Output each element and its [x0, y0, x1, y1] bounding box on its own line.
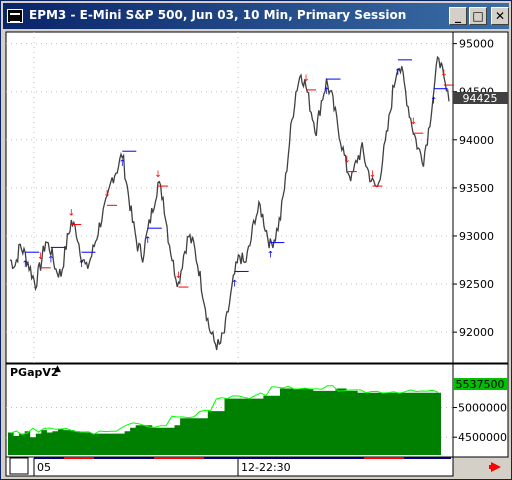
- indicator-axis-tick-label: 4500000: [458, 431, 507, 444]
- maximize-button[interactable]: □: [469, 7, 487, 25]
- buy-signal-arrow-icon: ↑: [394, 68, 402, 78]
- sell-signal-arrow-icon: ↓: [154, 170, 162, 180]
- price-axis-tick-label: 92000: [459, 326, 494, 339]
- price-axis-tick-label: 93500: [459, 182, 494, 195]
- window-title: EPM3 - E-Mini S&P 500, Jun 03, 10 Min, P…: [29, 8, 407, 22]
- sell-signal-arrow-icon: ↓: [175, 271, 183, 281]
- sell-signal-arrow-icon: ↓: [440, 69, 448, 79]
- title-bar[interactable]: EPM3 - E-Mini S&P 500, Jun 03, 10 Min, P…: [3, 3, 509, 29]
- close-button[interactable]: ✕: [491, 7, 509, 25]
- zoom-toggle-box[interactable]: [9, 457, 29, 475]
- buy-signal-arrow-icon: ↑: [231, 279, 239, 289]
- indicator-name: PGapV2: [10, 366, 59, 379]
- price-panel[interactable]: [5, 31, 454, 364]
- buy-signal-arrow-icon: ↑: [22, 260, 30, 270]
- buy-signal-arrow-icon: ↑: [267, 251, 275, 261]
- x-axis-label-1: 12-22:30: [241, 461, 291, 474]
- session-marker: [154, 457, 204, 459]
- session-marker: [34, 457, 64, 459]
- sell-signal-arrow-icon: ↓: [67, 209, 75, 219]
- buy-signal-arrow-icon: ↑: [430, 97, 438, 107]
- session-marker: [64, 457, 94, 459]
- sell-signal-arrow-icon: ↓: [37, 252, 45, 262]
- buy-signal-arrow-icon: ↑: [119, 159, 127, 169]
- sell-signal-arrow-icon: ↓: [409, 117, 417, 127]
- scroll-right-arrow-icon[interactable]: [491, 462, 501, 472]
- price-axis-tick-label: 94000: [459, 134, 494, 147]
- minimize-button[interactable]: _: [449, 7, 467, 25]
- indicator-value-label: 5537500: [456, 378, 505, 391]
- last-price-label: 94425: [463, 92, 498, 105]
- indicator-collapse-icon[interactable]: ▲: [54, 364, 61, 374]
- sell-signal-arrow-icon: ↓: [103, 189, 111, 199]
- buy-signal-arrow-icon: ↑: [47, 255, 55, 265]
- volume-area: [8, 388, 441, 455]
- session-marker: [94, 457, 154, 459]
- session-marker: [204, 457, 364, 459]
- session-marker: [404, 457, 451, 459]
- time-axis[interactable]: [5, 456, 454, 477]
- buy-signal-arrow-icon: ↑: [323, 87, 331, 97]
- chart-area[interactable]: 95000945009400093500930009250092000 ↑↑↑↑…: [4, 30, 510, 478]
- chart-app-icon[interactable]: [7, 9, 23, 23]
- indicator-value-badge: [453, 378, 508, 390]
- buy-signal-arrow-icon: ↑: [78, 260, 86, 270]
- sell-signal-arrow-icon: ↓: [369, 170, 377, 180]
- scroll-right-arrow-tail[interactable]: [489, 465, 493, 469]
- sell-signal-arrow-icon: ↓: [302, 74, 310, 84]
- price-axis: [452, 31, 509, 364]
- indicator-axis-tick-label: 5000000: [458, 402, 507, 415]
- price-axis-tick-label: 93000: [459, 230, 494, 243]
- price-axis-tick-label: 95000: [459, 38, 494, 51]
- session-marker: [364, 457, 404, 459]
- sell-signal-arrow-icon: ↓: [343, 156, 351, 166]
- x-axis-label-0: 05: [37, 461, 51, 474]
- volume-line: [10, 385, 439, 436]
- price-axis-tick-label: 92500: [459, 278, 494, 291]
- last-price-badge: [453, 92, 508, 104]
- buy-signal-arrow-icon: ↑: [144, 236, 152, 246]
